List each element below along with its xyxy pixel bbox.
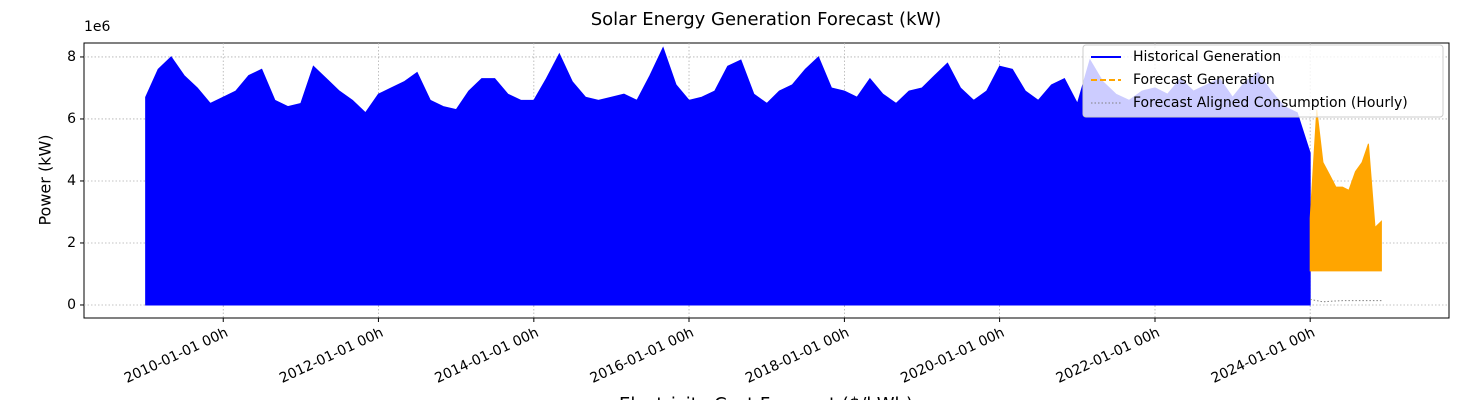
x-tick-label: 2010-01-01 00h	[122, 325, 231, 387]
y-tick-label: 4	[67, 173, 76, 189]
y-tick-label: 8	[67, 49, 76, 65]
x-tick-label: 2022-01-01 00h	[1054, 325, 1163, 387]
legend: Historical Generation Forecast Generation…	[1082, 44, 1444, 118]
y-axis-label: Power (kW)	[36, 134, 55, 225]
x-tick-label: 2016-01-01 00h	[588, 325, 697, 387]
legend-label: Forecast Generation	[1133, 72, 1275, 88]
x-tick-label: 2024-01-01 00h	[1209, 325, 1318, 387]
y-tick-label: 6	[67, 111, 76, 127]
y-tick-label: 2	[67, 235, 76, 251]
y-tick-label: 0	[67, 297, 76, 313]
legend-label: Forecast Aligned Consumption (Hourly)	[1133, 95, 1408, 111]
area	[1309, 109, 1382, 272]
line	[1310, 298, 1382, 303]
chart-title: Solar Energy Generation Forecast (kW)	[591, 9, 942, 30]
x-tick-label: 2014-01-01 00h	[432, 325, 541, 387]
x-tick-label: 2020-01-01 00h	[898, 325, 1007, 387]
y-offset-label: 1e6	[84, 19, 111, 35]
legend-box	[1082, 44, 1444, 118]
chart-title: Electricity Cost Forecast ($/kWh)	[619, 394, 913, 400]
x-tick-label: 2018-01-01 00h	[743, 325, 852, 387]
x-tick-label: 2012-01-01 00h	[277, 325, 386, 387]
legend-label: Historical Generation	[1133, 49, 1281, 65]
